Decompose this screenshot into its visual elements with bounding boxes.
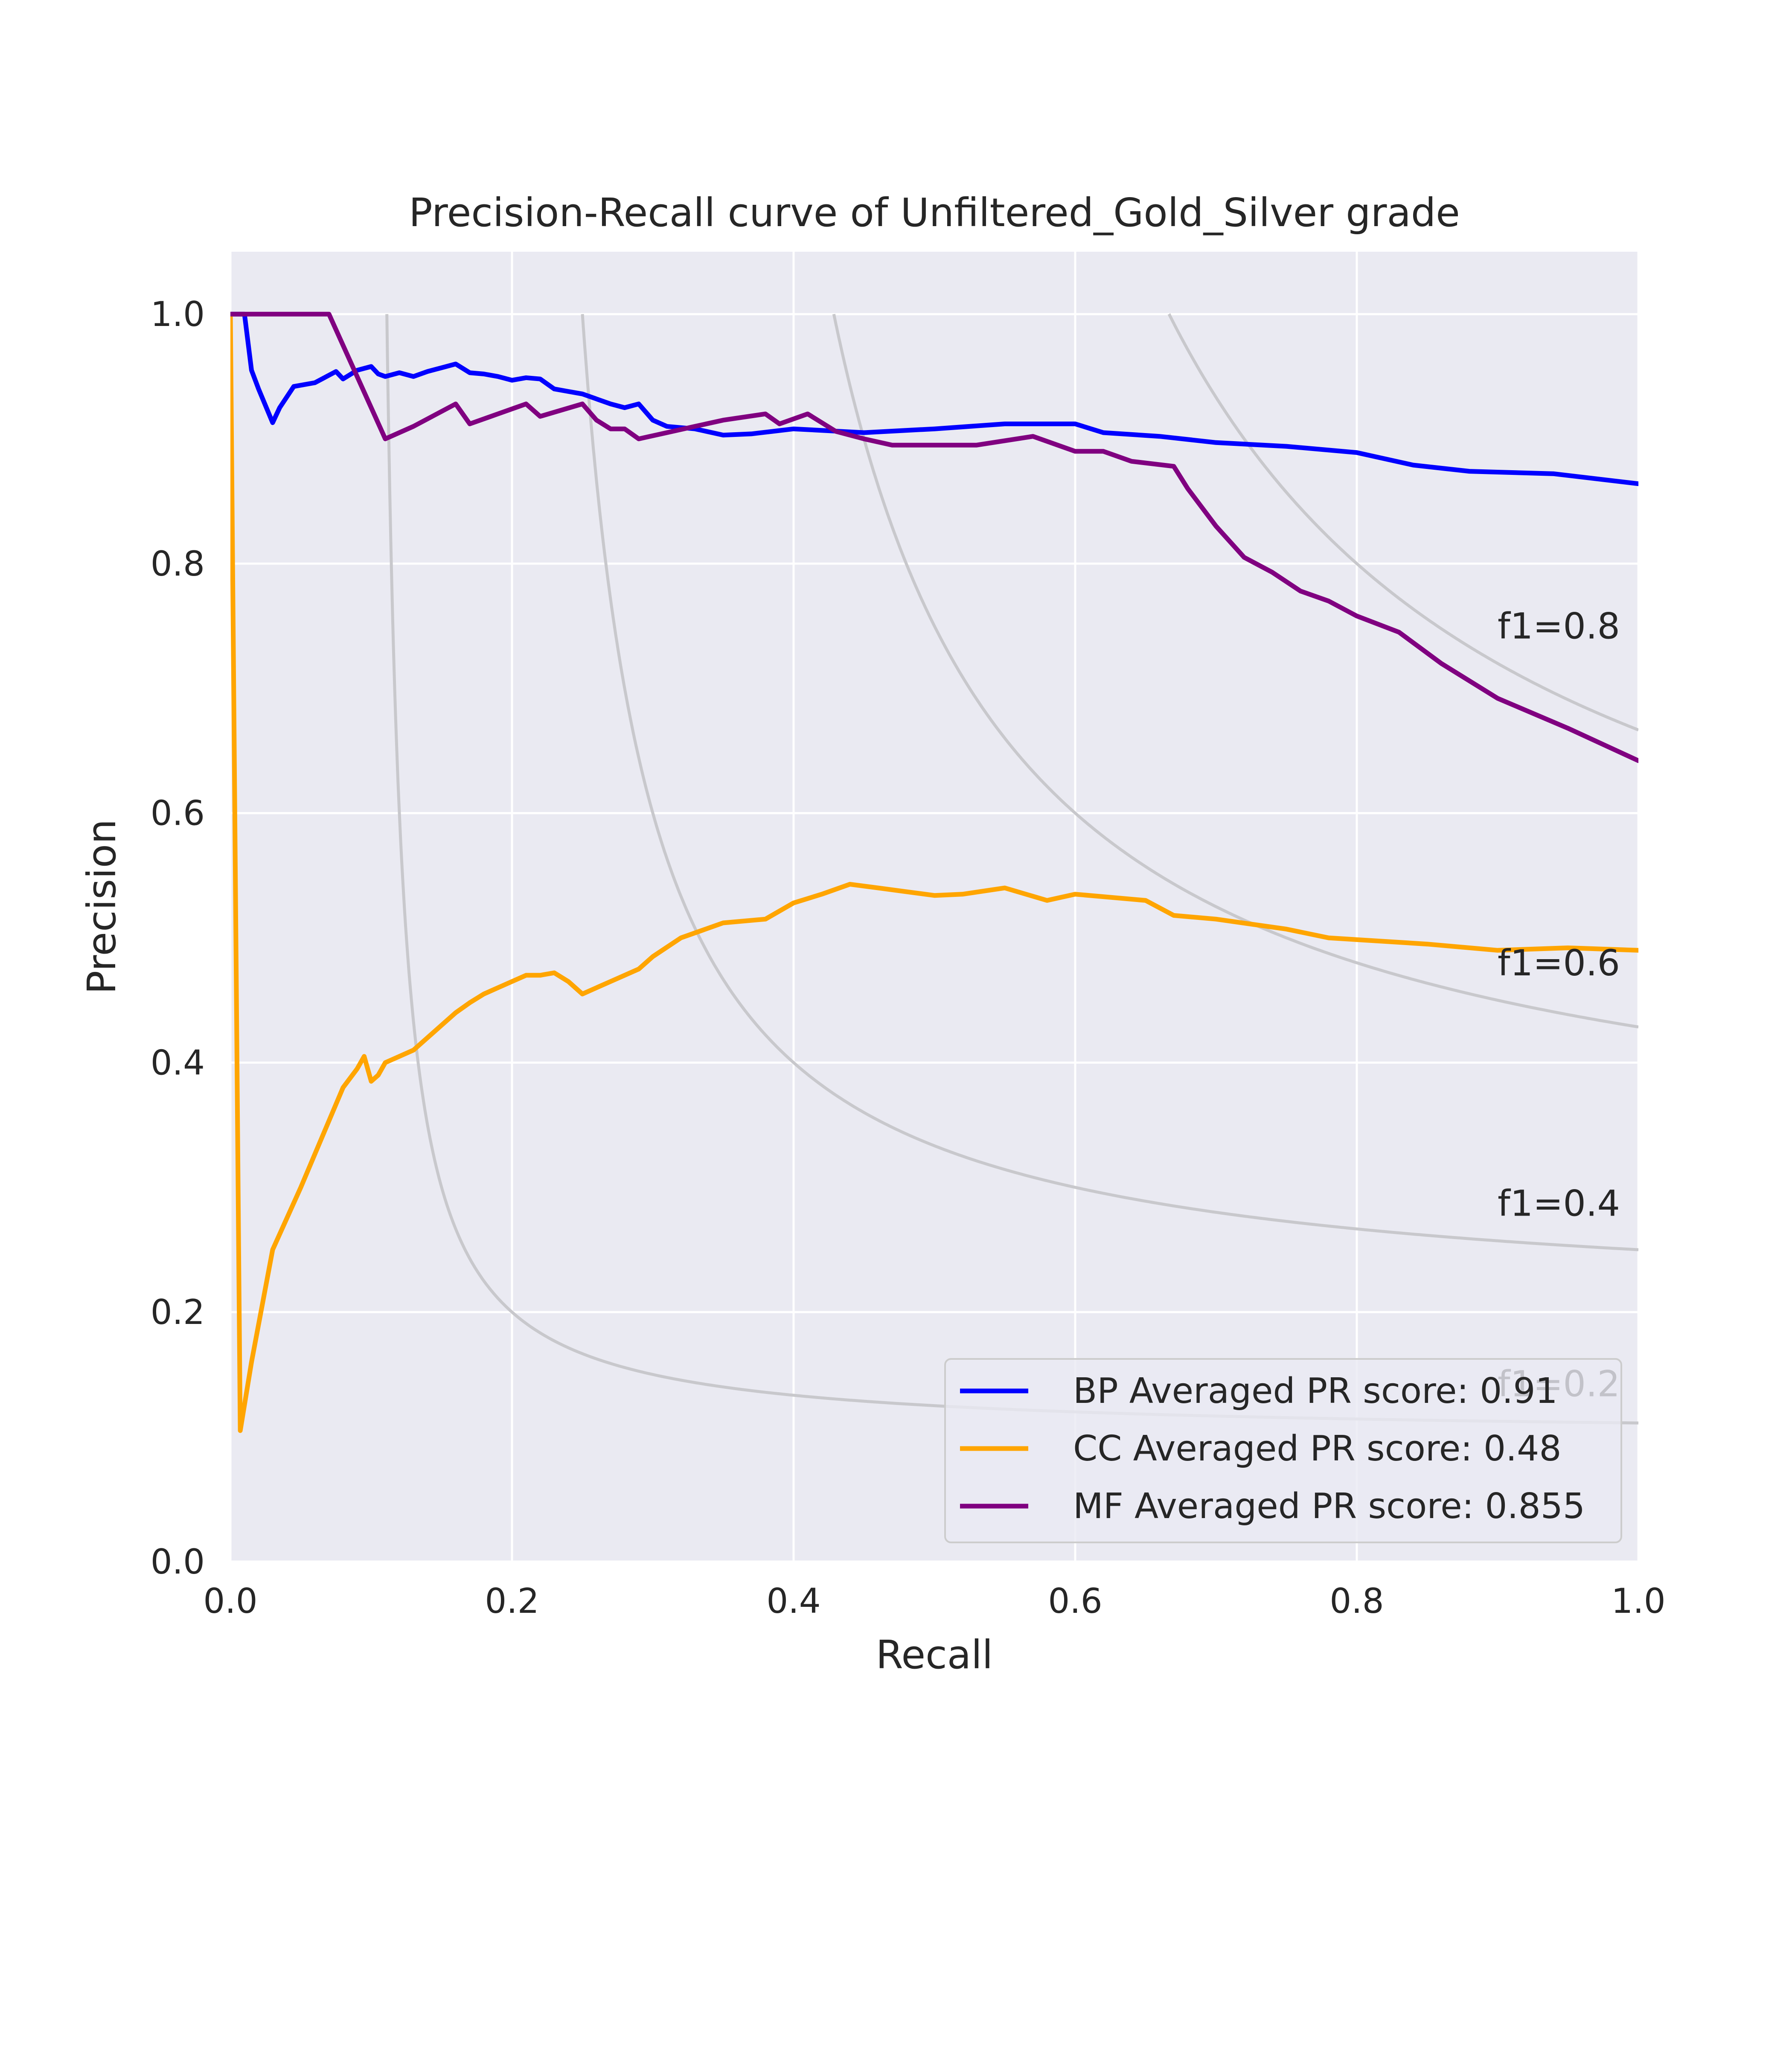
tick-labels: 0.0 0.2 0.4 0.6 0.8 1.0 0.0 0.2 0.4 0.6 0.8 1.0 [151,294,1666,1621]
legend-box [944,1358,1622,1543]
series-line [230,311,1638,1433]
x-tick-label: 0.4 [766,1581,820,1621]
iso-f1-label: f1=0.6 [1498,942,1620,984]
legend-entry: CC Averaged PR score: 0.48 [1073,1428,1562,1469]
iso-f1-label: f1=0.8 [1498,605,1620,647]
grid [229,252,1640,1563]
legend: BP Averaged PR score: 0.91 CC Averaged PR… [944,1358,1622,1543]
x-tick-label: 0.2 [485,1581,539,1621]
y-axis-label: Precision [79,819,125,995]
legend-entry: MF Averaged PR score: 0.855 [1073,1486,1585,1527]
series-line [230,311,1638,763]
x-tick-label: 0.0 [203,1581,257,1621]
plot-area [230,252,1638,1562]
y-tick-label: 0.4 [151,1043,205,1082]
x-axis-label: Recall [876,1632,993,1678]
y-tick-label: 0.2 [151,1292,205,1332]
y-tick-label: 0.8 [151,544,205,584]
iso-f1-curve [581,314,1638,1251]
series-lines [230,311,1638,1433]
iso-f1-curve [1167,313,1638,732]
chart-title: Precision-Recall curve of Unfiltered_Gol… [409,190,1460,236]
x-tick-label: 0.6 [1048,1581,1102,1621]
iso-f1-curve [832,314,1638,1029]
series-line [230,311,1638,486]
y-tick-label: 1.0 [151,294,205,334]
y-tick-label: 0.6 [151,794,205,833]
x-tick-label: 0.8 [1329,1581,1384,1621]
y-tick-label: 0.0 [151,1542,205,1582]
x-tick-label: 1.0 [1611,1581,1665,1621]
legend-entry: BP Averaged PR score: 0.91 [1073,1371,1558,1411]
iso-f1-label: f1=0.4 [1498,1183,1620,1225]
